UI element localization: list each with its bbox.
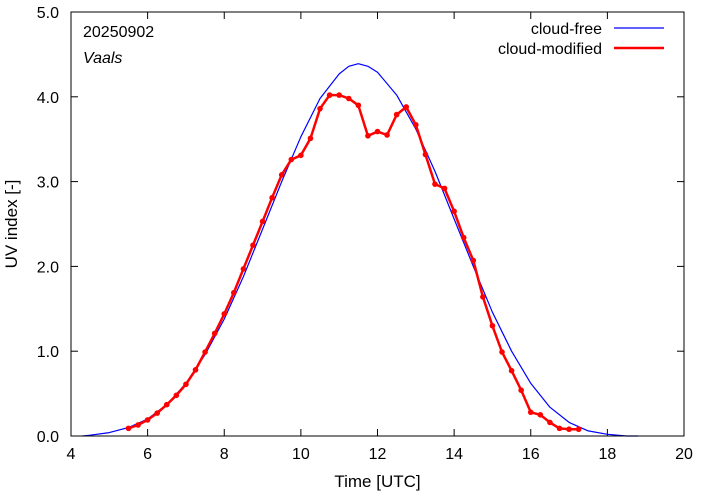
cloud-modified-point xyxy=(307,135,314,142)
cloud-modified-point xyxy=(365,133,371,139)
cloud-modified-point xyxy=(460,234,467,241)
cloud-modified-point xyxy=(288,156,295,163)
y-tick-label: 4.0 xyxy=(37,90,59,107)
x-axis-label: Time [UTC] xyxy=(334,472,420,491)
cloud-free-line xyxy=(82,63,638,437)
cloud-modified-point xyxy=(240,266,247,272)
cloud-modified-point xyxy=(269,194,275,201)
cloud-modified-point xyxy=(537,412,544,418)
cloud-modified-point xyxy=(470,257,477,264)
series-cloud-modified xyxy=(125,92,582,433)
cloud-modified-point xyxy=(441,185,448,192)
y-tick-label: 0.0 xyxy=(37,429,59,446)
y-tick-label: 1.0 xyxy=(37,344,59,361)
cloud-modified-point xyxy=(259,218,266,225)
cloud-modified-point xyxy=(135,422,141,428)
y-tick-label: 5.0 xyxy=(37,5,59,22)
cloud-modified-point xyxy=(556,425,563,432)
x-tick-label: 14 xyxy=(445,446,463,463)
legend-label-cloud-modified: cloud-modified xyxy=(498,41,602,58)
x-tick-label: 6 xyxy=(143,446,152,463)
cloud-modified-point xyxy=(192,367,199,373)
y-tick-label: 2.0 xyxy=(37,259,59,276)
cloud-modified-point xyxy=(403,104,410,110)
x-tick-label: 18 xyxy=(598,446,616,463)
cloud-modified-point xyxy=(345,95,352,102)
cloud-modified-point xyxy=(173,392,180,399)
cloud-modified-point xyxy=(125,425,132,432)
cloud-modified-point xyxy=(336,92,342,98)
cloud-modified-point xyxy=(384,132,390,138)
cloud-modified-point xyxy=(374,128,381,135)
cloud-modified-point xyxy=(432,181,438,187)
cloud-modified-point xyxy=(451,208,457,215)
cloud-modified-point xyxy=(211,330,218,337)
x-tick-label: 16 xyxy=(522,446,540,463)
cloud-modified-point xyxy=(575,426,582,433)
location-annotation: Vaals xyxy=(83,50,122,67)
x-tick-label: 8 xyxy=(220,446,229,463)
cloud-modified-point xyxy=(547,419,553,426)
cloud-modified-point xyxy=(144,417,151,423)
legend: cloud-free cloud-modified xyxy=(498,21,664,58)
date-annotation: 20250902 xyxy=(83,24,154,41)
cloud-modified-line xyxy=(128,93,579,431)
x-tick-label: 4 xyxy=(67,446,76,463)
cloud-modified-point xyxy=(250,242,256,248)
legend-label-cloud-free: cloud-free xyxy=(531,21,602,38)
cloud-modified-point xyxy=(355,102,362,109)
cloud-modified-point xyxy=(527,409,534,416)
cloud-modified-point xyxy=(202,349,208,355)
series-layer xyxy=(82,63,638,437)
cloud-modified-point xyxy=(480,294,486,300)
cloud-modified-point xyxy=(183,381,189,388)
cloud-modified-point xyxy=(154,410,161,416)
cloud-modified-point xyxy=(221,311,228,317)
cloud-modified-point xyxy=(393,111,400,118)
cloud-modified-point xyxy=(326,92,333,98)
plot-frame xyxy=(70,11,685,437)
cloud-modified-point xyxy=(231,289,237,296)
cloud-modified-point xyxy=(566,426,572,433)
cloud-modified-point xyxy=(298,152,304,159)
x-tick-label: 20 xyxy=(675,446,693,463)
cloud-modified-point xyxy=(489,322,496,329)
cloud-modified-point xyxy=(317,105,323,112)
cloud-modified-point xyxy=(518,387,524,394)
y-tick-label: 3.0 xyxy=(37,175,59,192)
cloud-modified-point xyxy=(163,401,170,408)
cloud-modified-point xyxy=(499,349,505,355)
x-tick-label: 12 xyxy=(369,446,387,463)
ticks-layer: 4 6 8 10 12 14 16 18 20 0.0 1.0 2.0 3.0 4.0 5.0 xyxy=(37,5,693,463)
cloud-modified-point xyxy=(508,367,515,374)
cloud-modified-point xyxy=(413,121,419,128)
y-axis-label: UV index [-] xyxy=(2,180,21,269)
cloud-modified-point xyxy=(278,172,285,178)
x-tick-label: 10 xyxy=(292,446,310,463)
series-cloud-free xyxy=(82,63,638,437)
cloud-modified-point xyxy=(422,151,429,158)
